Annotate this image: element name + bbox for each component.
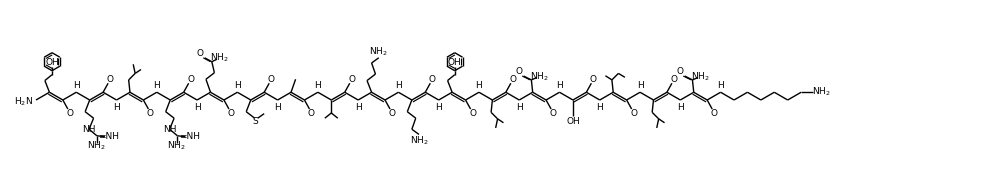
Text: NH$_2$: NH$_2$ (86, 139, 105, 152)
Text: NH$_2$: NH$_2$ (409, 134, 428, 147)
Text: H: H (73, 81, 79, 90)
Text: NH: NH (82, 125, 96, 134)
Text: H: H (717, 81, 724, 90)
Text: H: H (395, 81, 401, 90)
Text: O: O (469, 108, 476, 117)
Text: O: O (388, 108, 395, 117)
Text: H: H (355, 102, 362, 112)
Text: H: H (193, 102, 200, 112)
Text: H: H (113, 102, 120, 112)
Text: H: H (275, 102, 281, 112)
Text: O: O (66, 108, 73, 117)
Text: H: H (435, 102, 442, 112)
Text: O: O (550, 108, 557, 117)
Text: OH: OH (566, 117, 580, 126)
Text: O: O (509, 75, 516, 84)
Text: H: H (516, 102, 522, 112)
Text: O: O (227, 108, 235, 117)
Text: H: H (636, 81, 643, 90)
Text: H: H (234, 81, 241, 90)
Text: =NH: =NH (179, 132, 200, 141)
Text: O: O (268, 75, 275, 84)
Text: H: H (154, 81, 161, 90)
Text: OH: OH (448, 58, 462, 67)
Text: OH: OH (46, 58, 58, 67)
Text: H: H (597, 102, 604, 112)
Text: O: O (348, 75, 355, 84)
Text: NH$_2$: NH$_2$ (530, 70, 549, 82)
Text: O: O (676, 67, 683, 77)
Text: NH$_2$: NH$_2$ (812, 86, 830, 98)
Text: H: H (314, 81, 321, 90)
Text: H: H (476, 81, 483, 90)
Text: O: O (308, 108, 315, 117)
Text: O: O (515, 67, 522, 77)
Text: O: O (630, 108, 637, 117)
Text: NH: NH (163, 125, 176, 134)
Text: O: O (187, 75, 194, 84)
Text: NH$_2$: NH$_2$ (691, 70, 710, 82)
Text: H: H (556, 81, 563, 90)
Text: O: O (107, 75, 114, 84)
Text: H$_2$N: H$_2$N (14, 96, 33, 108)
Text: O: O (670, 75, 678, 84)
Text: O: O (711, 108, 717, 117)
Text: H: H (677, 102, 684, 112)
Text: O: O (147, 108, 154, 117)
Text: O: O (196, 49, 203, 58)
Text: O: O (590, 75, 597, 84)
Text: O: O (429, 75, 436, 84)
Text: NH$_2$: NH$_2$ (210, 52, 229, 64)
Text: NH$_2$: NH$_2$ (167, 139, 185, 152)
Text: =NH: =NH (98, 132, 119, 141)
Text: S: S (253, 117, 259, 126)
Text: NH$_2$: NH$_2$ (370, 46, 388, 58)
